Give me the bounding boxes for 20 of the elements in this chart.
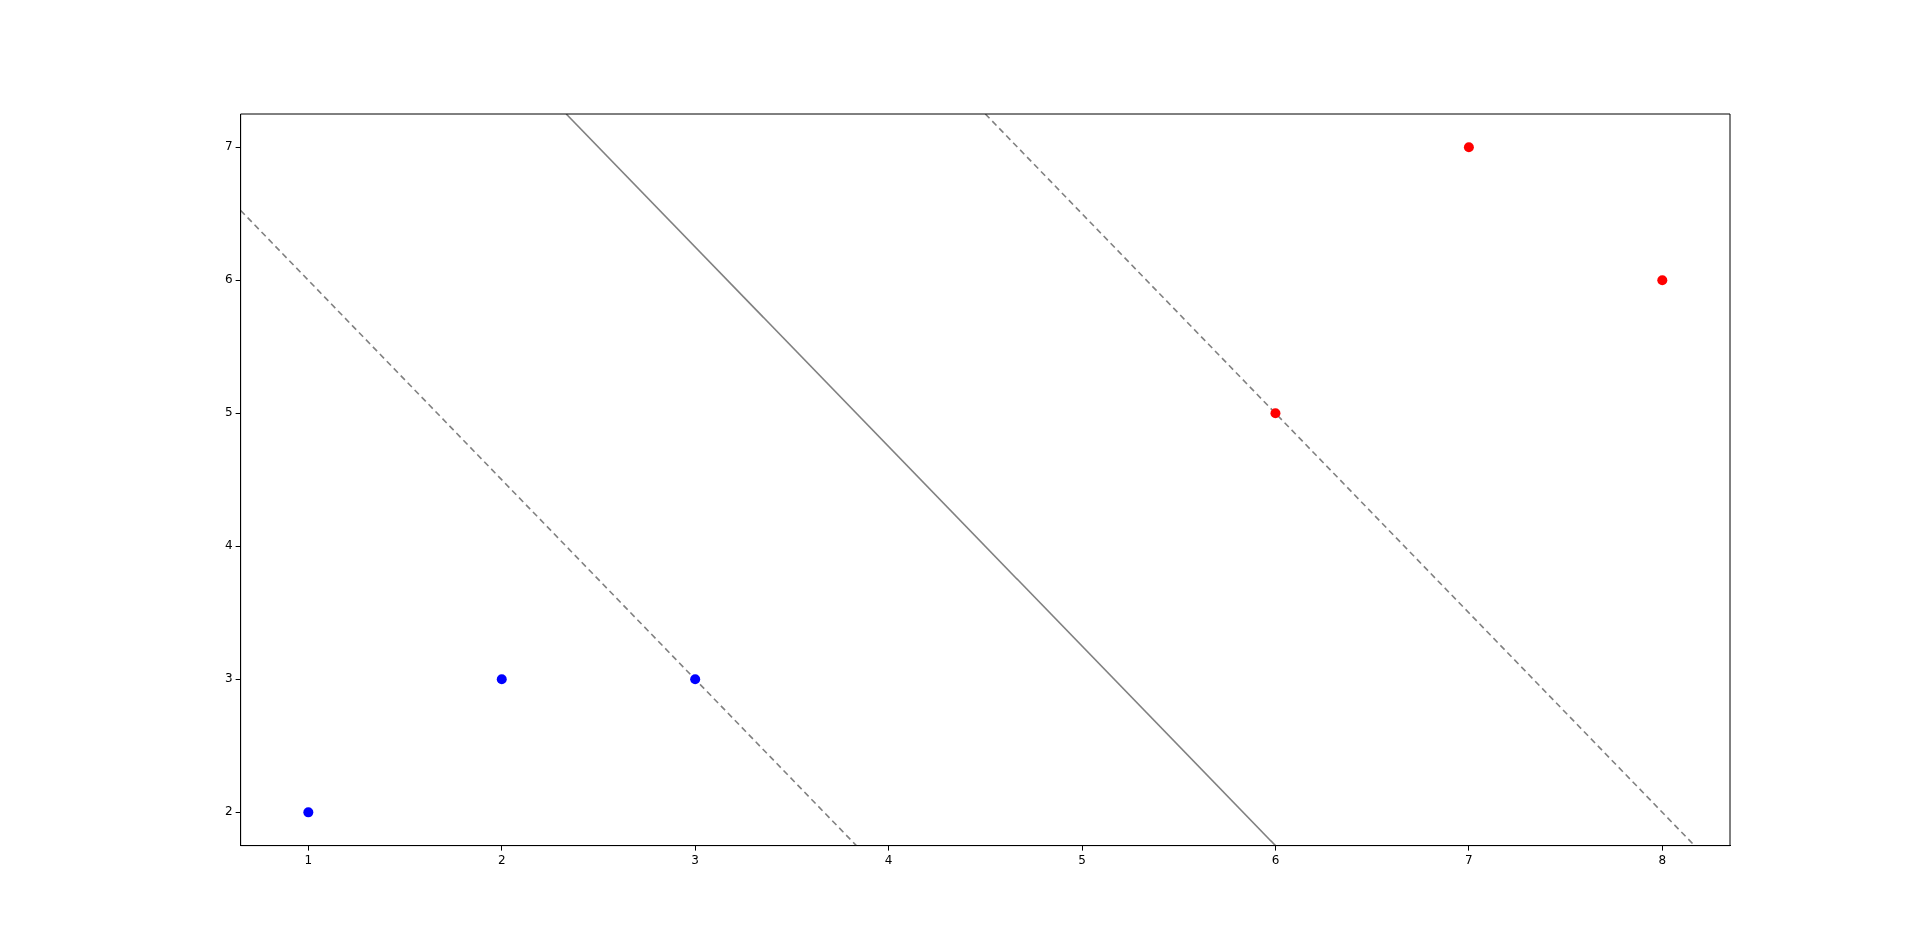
point [303, 807, 314, 818]
y-tick-label: 5 [224, 405, 233, 420]
x-tick-label: 8 [1658, 852, 1667, 867]
x-tick-label: 7 [1465, 852, 1473, 867]
y-tick-label: 6 [224, 272, 233, 287]
y-tick-label: 3 [224, 671, 233, 686]
point [1270, 408, 1281, 419]
x-tick-label: 5 [1078, 852, 1086, 867]
y-tick-label: 4 [224, 538, 233, 553]
point [496, 674, 507, 685]
y-tick-label: 2 [224, 804, 233, 819]
y-tick-label: 7 [224, 139, 233, 154]
x-tick-label: 4 [884, 852, 893, 867]
point [1657, 275, 1668, 286]
point [690, 674, 701, 685]
point [1463, 142, 1474, 153]
x-tick-label: 3 [691, 852, 699, 867]
x-tick-label: 1 [304, 852, 313, 867]
x-tick-label: 2 [497, 852, 506, 867]
x-tick-label: 6 [1271, 852, 1280, 867]
